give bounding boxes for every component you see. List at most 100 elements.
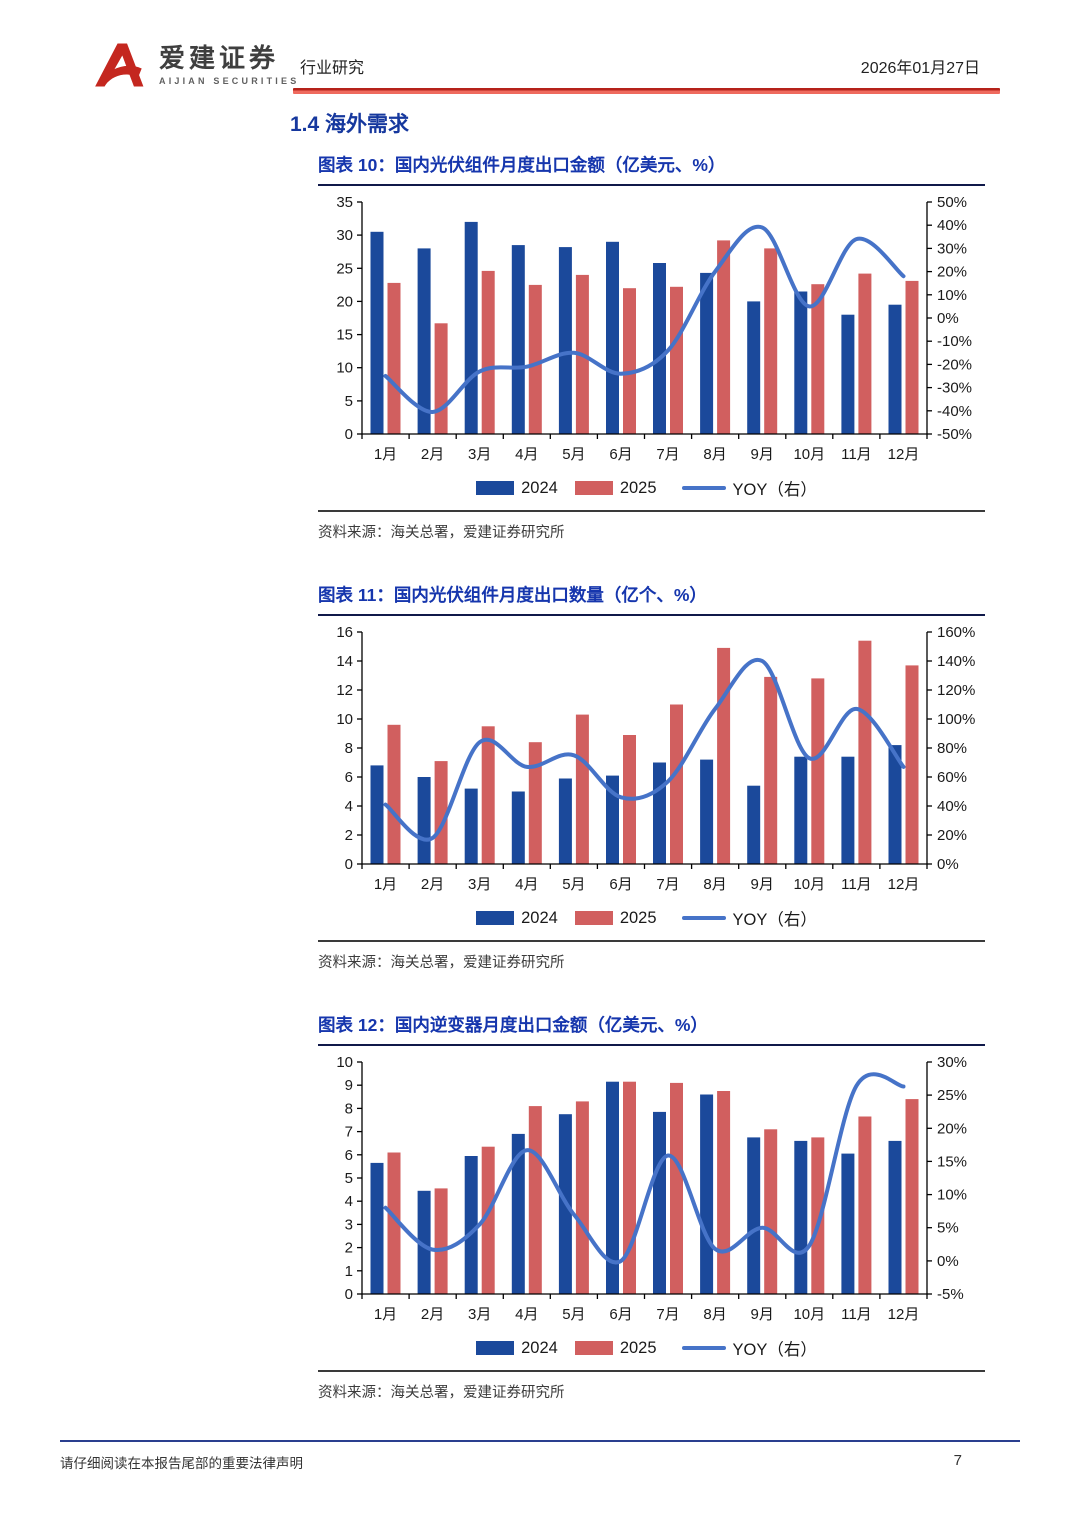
svg-text:10: 10: [336, 1054, 353, 1071]
svg-text:40%: 40%: [937, 217, 967, 234]
page-footer: 请仔细阅读在本报告尾部的重要法律声明 7: [60, 1440, 1020, 1472]
svg-text:30%: 30%: [937, 240, 967, 257]
svg-text:5月: 5月: [562, 446, 585, 463]
svg-text:15%: 15%: [937, 1153, 967, 1170]
svg-text:1: 1: [345, 1263, 353, 1280]
svg-text:-30%: -30%: [937, 380, 972, 397]
legend-swatch-2024: [476, 481, 515, 495]
svg-text:3: 3: [345, 1216, 353, 1233]
svg-text:15: 15: [336, 327, 353, 344]
svg-text:1月: 1月: [374, 446, 397, 463]
svg-text:10%: 10%: [937, 287, 967, 304]
svg-text:14: 14: [336, 653, 353, 670]
svg-text:16: 16: [336, 624, 353, 641]
chart-pv-module-export-volume: 0 2 4 6 8 10 12 14 16 0% 20% 40% 60% 80% 100% 120% 140% 1…: [318, 622, 985, 904]
svg-text:8月: 8月: [703, 1306, 726, 1323]
figure-10-title: 图表 10：国内光伏组件月度出口金额（亿美元、%）: [318, 152, 985, 186]
svg-text:50%: 50%: [937, 194, 967, 211]
svg-text:9月: 9月: [751, 446, 774, 463]
svg-text:9月: 9月: [751, 1306, 774, 1323]
svg-text:10%: 10%: [937, 1187, 967, 1204]
svg-text:4: 4: [345, 1193, 353, 1210]
section-title: 1.4 海外需求: [290, 113, 410, 136]
brand-logo: 爱建证券 AIJIAN SECURITIES: [95, 40, 299, 90]
svg-text:25%: 25%: [937, 1087, 967, 1104]
svg-text:-5%: -5%: [937, 1286, 964, 1303]
figure-11: 图表 11：国内光伏组件月度出口数量（亿个、%） 0 2 4 6 8 10 12 14 16 0%…: [318, 582, 985, 972]
svg-text:5%: 5%: [937, 1220, 959, 1237]
svg-text:0: 0: [345, 856, 353, 873]
svg-text:5月: 5月: [562, 1306, 585, 1323]
svg-text:12: 12: [336, 682, 353, 699]
svg-text:40%: 40%: [937, 798, 967, 815]
svg-text:4月: 4月: [515, 446, 538, 463]
svg-text:100%: 100%: [937, 711, 975, 728]
legend-line-yoy: [681, 486, 726, 490]
svg-text:6月: 6月: [609, 876, 632, 893]
svg-text:11月: 11月: [841, 876, 872, 893]
figure-10-legend: 2024 2025 YOY（右）: [318, 476, 985, 500]
header-rule: [293, 88, 1000, 94]
legend-label-2025: 2025: [619, 1338, 657, 1357]
svg-text:1月: 1月: [374, 1306, 397, 1323]
figure-11-source: 资料来源：海关总署，爱建证券研究所: [318, 955, 565, 971]
figure-12-legend: 2024 2025 YOY（右）: [318, 1336, 985, 1360]
svg-text:30: 30: [336, 227, 353, 244]
svg-text:5: 5: [345, 393, 353, 410]
svg-text:2: 2: [345, 827, 353, 844]
svg-text:12月: 12月: [888, 1306, 920, 1323]
svg-text:-20%: -20%: [937, 356, 972, 373]
chart-inverter-export-value: 0 1 2 3 4 5 6 7 8 9 10 -5% 0% 5% 10% 15% 20% 25% 30% 1月 2月 3月…: [318, 1052, 985, 1334]
svg-text:160%: 160%: [937, 624, 975, 641]
figure-12-source: 资料来源：海关总署，爱建证券研究所: [318, 1385, 565, 1401]
svg-text:3月: 3月: [468, 1306, 491, 1323]
legend-label-2025: 2025: [619, 478, 657, 497]
svg-text:2: 2: [345, 1240, 353, 1257]
figure-11-title: 图表 11：国内光伏组件月度出口数量（亿个、%）: [318, 582, 985, 616]
svg-text:11月: 11月: [841, 446, 872, 463]
figure-12-title: 图表 12：国内逆变器月度出口金额（亿美元、%）: [318, 1012, 985, 1046]
svg-text:12月: 12月: [888, 446, 920, 463]
svg-text:25: 25: [336, 260, 353, 277]
legend-swatch-2024: [476, 911, 515, 925]
svg-text:0%: 0%: [937, 310, 959, 327]
legend-line-yoy: [681, 916, 726, 920]
legend-label-2024: 2024: [521, 478, 558, 497]
legend-swatch-2025: [574, 1341, 613, 1355]
svg-text:4月: 4月: [515, 876, 538, 893]
figure-10-source: 资料来源：海关总署，爱建证券研究所: [318, 525, 565, 541]
svg-text:5月: 5月: [562, 876, 585, 893]
svg-text:10月: 10月: [793, 876, 825, 893]
svg-text:10月: 10月: [793, 446, 825, 463]
legend-swatch-2025: [574, 911, 613, 925]
svg-text:9: 9: [345, 1077, 353, 1094]
svg-text:0%: 0%: [937, 1253, 959, 1270]
legend-label-yoy: YOY（右）: [732, 911, 817, 929]
page-number: 7: [953, 1452, 962, 1469]
svg-text:6: 6: [345, 769, 353, 786]
svg-text:6月: 6月: [609, 1306, 632, 1323]
svg-text:8月: 8月: [703, 876, 726, 893]
legend-label-2024: 2024: [521, 908, 558, 927]
svg-text:0%: 0%: [937, 856, 959, 873]
legend-swatch-2024: [476, 1341, 515, 1355]
svg-text:10: 10: [336, 360, 353, 377]
svg-text:2月: 2月: [421, 876, 444, 893]
svg-text:12月: 12月: [888, 876, 920, 893]
doc-type-label: 行业研究: [300, 60, 365, 77]
svg-text:6月: 6月: [609, 446, 632, 463]
svg-text:20%: 20%: [937, 827, 967, 844]
svg-text:5: 5: [345, 1170, 353, 1187]
footer-disclaimer: 请仔细阅读在本报告尾部的重要法律声明: [60, 1456, 303, 1471]
svg-text:2月: 2月: [421, 446, 444, 463]
svg-text:1月: 1月: [374, 876, 397, 893]
svg-text:10: 10: [336, 711, 353, 728]
svg-text:140%: 140%: [937, 653, 975, 670]
svg-text:10月: 10月: [793, 1306, 825, 1323]
svg-text:2月: 2月: [421, 1306, 444, 1323]
brand-name-en: AIJIAN SECURITIES: [159, 75, 300, 86]
svg-text:35: 35: [336, 194, 353, 211]
svg-text:20%: 20%: [937, 264, 967, 281]
svg-text:30%: 30%: [937, 1054, 967, 1071]
svg-text:4: 4: [345, 798, 353, 815]
